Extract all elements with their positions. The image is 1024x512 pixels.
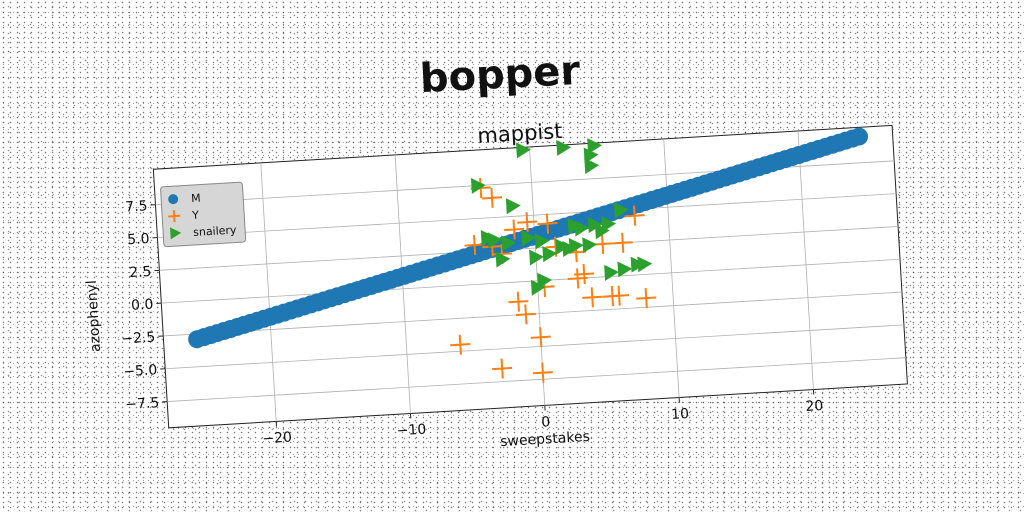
data-point <box>542 246 558 263</box>
plot-area <box>152 124 908 429</box>
data-point <box>568 237 584 254</box>
data-point <box>515 304 536 325</box>
legend-label: M <box>191 192 201 206</box>
y-axis-label: azophenyl <box>84 280 104 353</box>
data-point <box>470 177 486 194</box>
data-point <box>495 251 511 268</box>
data-point <box>532 362 553 383</box>
data-point <box>450 334 471 355</box>
x-tick-label: 0 <box>541 414 551 431</box>
data-point <box>537 213 558 234</box>
chart-title: bopper <box>419 48 582 102</box>
legend-label: snailery <box>193 223 238 239</box>
data-point <box>516 142 531 159</box>
axis-ticks: −20 −10 0 10 20 −7.5 −5.0 −2.5 0.0 2.5 5.0 7.5 <box>121 198 824 448</box>
x-tick-label: −10 <box>396 422 426 440</box>
data-point <box>582 287 603 308</box>
legend-entry: M <box>168 192 201 206</box>
y-tick-label: −5.0 <box>123 362 158 380</box>
y-tick-label: 7.5 <box>125 198 148 215</box>
data-point <box>521 230 537 247</box>
y-grid-line <box>165 324 904 370</box>
data-point <box>501 235 517 252</box>
legend-label: Y <box>191 209 200 222</box>
legend-entry: Y <box>168 209 200 223</box>
data-point <box>504 219 525 240</box>
x-grid-line <box>529 146 546 406</box>
data-marks <box>188 127 869 383</box>
y-tick-label: −2.5 <box>121 329 156 347</box>
grid-lines <box>155 130 906 422</box>
data-point <box>574 220 590 237</box>
plot-group: mappist −20 −10 0 10 20 −7.5 −5.0 −2.5 0.0 2.5 5.0… <box>84 119 908 450</box>
data-point <box>609 285 630 306</box>
data-point <box>481 187 503 208</box>
x-axis-label: sweepstakes <box>500 429 591 450</box>
legend-marker <box>170 227 182 240</box>
legend-marker <box>168 210 181 223</box>
data-point <box>594 223 610 240</box>
x-tick-label: −20 <box>262 430 292 448</box>
x-grid-line <box>260 162 277 422</box>
data-point <box>530 327 551 348</box>
data-point <box>529 249 544 266</box>
x-tick-label: 20 <box>805 398 824 415</box>
data-point <box>567 268 588 289</box>
data-point <box>613 202 629 219</box>
data-point <box>517 212 538 233</box>
legend-entry: snailery <box>170 223 237 240</box>
data-point <box>637 256 653 273</box>
data-point <box>584 158 600 175</box>
data-point <box>582 237 598 254</box>
data-point <box>534 233 550 250</box>
x-grid-line <box>797 130 814 390</box>
y-tick-label: −7.5 <box>125 395 160 413</box>
data-point <box>624 205 645 226</box>
x-tick-label: 10 <box>671 406 690 423</box>
data-point <box>508 291 529 312</box>
data-point <box>537 272 553 289</box>
data-point <box>492 358 513 379</box>
data-point <box>505 198 521 215</box>
y-tick-label: 5.0 <box>127 231 150 248</box>
data-point <box>464 234 485 256</box>
y-tick-label: 2.5 <box>129 264 152 281</box>
x-grid-line <box>663 138 680 398</box>
data-point <box>487 232 503 249</box>
data-point <box>617 261 633 278</box>
data-point <box>636 288 657 309</box>
data-point <box>604 264 619 281</box>
legend-box <box>160 181 247 248</box>
data-point <box>612 232 633 253</box>
y-grid-line <box>167 357 906 402</box>
data-point <box>556 139 572 156</box>
legend-marker <box>168 194 179 205</box>
y-tick-label: 0.0 <box>131 297 154 314</box>
chart-subtitle: mappist <box>477 119 563 148</box>
y-grid-line <box>161 258 901 304</box>
data-point <box>850 127 869 146</box>
data-point <box>583 147 599 164</box>
data-point <box>587 138 603 155</box>
y-grid-line <box>159 226 899 271</box>
